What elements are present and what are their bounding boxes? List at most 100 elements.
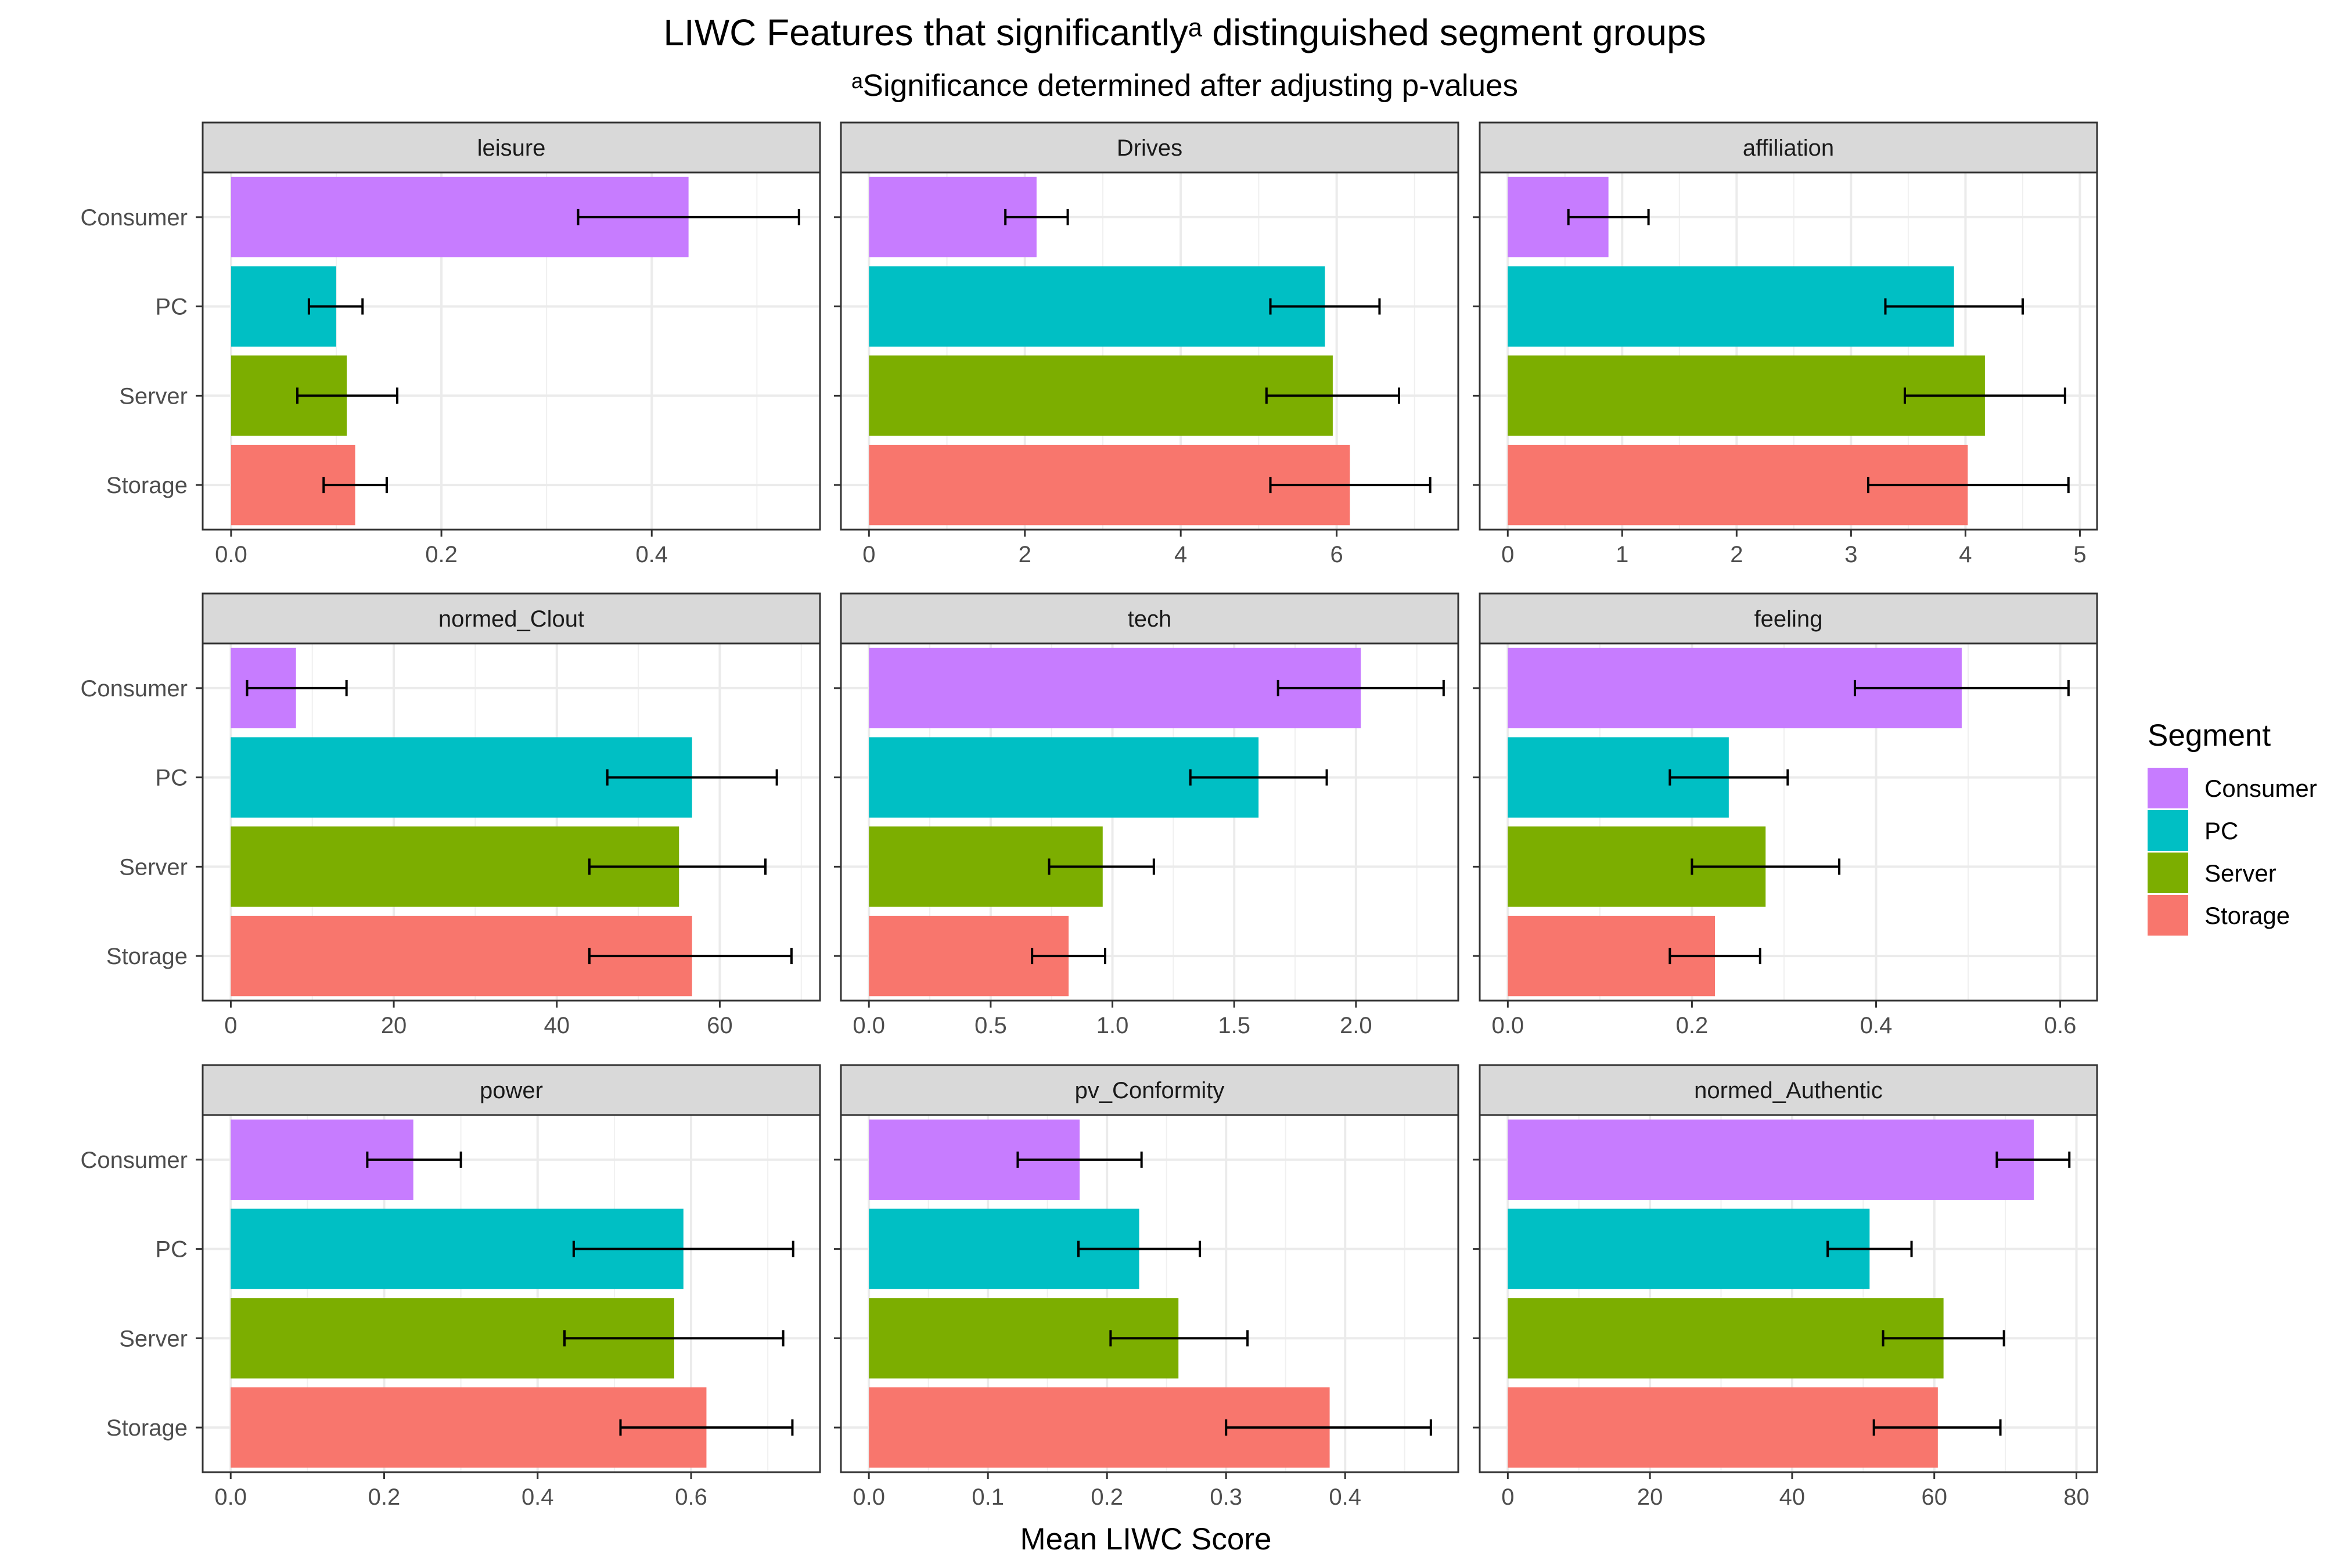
- y-tick-label: Storage: [106, 473, 188, 498]
- bar-pc: [1508, 266, 1954, 347]
- panel-strip: [202, 592, 821, 645]
- error-bar-storage: [1867, 477, 2070, 494]
- x-tick-label: 5: [2073, 542, 2086, 567]
- panel-drives: Drives 0 2 4 6: [834, 121, 1459, 567]
- error-bar-pc: [1826, 1240, 1913, 1257]
- error-bar-storage: [1872, 1419, 2002, 1436]
- panel-pv-conformity: pv_Conformity 0.0 0.1 0.2 0.3 0.4: [834, 1064, 1459, 1510]
- panel-normed-clout: normed_Clout 0 20 40 60 Consumer PC Server Stora…: [80, 592, 821, 1038]
- error-bar-server: [296, 387, 399, 404]
- error-bar-consumer: [1854, 679, 2070, 696]
- x-tick-label: 40: [544, 1013, 570, 1038]
- error-bar-storage: [1668, 948, 1761, 965]
- x-tick-label: 0: [862, 542, 875, 567]
- error-bar-pc: [1668, 769, 1789, 786]
- panel-border: [1479, 1114, 2098, 1473]
- error-bar-server: [1882, 1330, 2005, 1347]
- x-tick-label: 0.6: [2044, 1013, 2077, 1038]
- error-bar-storage: [322, 477, 388, 494]
- error-bar-server: [1265, 387, 1400, 404]
- legend-key: [2148, 853, 2188, 893]
- bar-server: [1508, 1298, 1944, 1379]
- panel-strip: [1479, 592, 2098, 645]
- x-tick-label: 0: [1501, 542, 1514, 567]
- y-tick-label: Server: [119, 383, 188, 409]
- error-bar-server: [1109, 1330, 1249, 1347]
- error-bar-storage: [1269, 477, 1432, 494]
- chart-subtitle: ᵃSignificance determined after adjusting…: [851, 69, 1518, 103]
- y-tick-label: PC: [155, 765, 188, 791]
- panel-strip: [840, 1064, 1459, 1116]
- y-tick-label: Server: [119, 854, 188, 880]
- x-tick-label: 0.0: [853, 1484, 885, 1510]
- panel-strip: [202, 121, 821, 174]
- x-tick-label: 0.0: [215, 542, 247, 567]
- x-tick-label: 2: [1019, 542, 1031, 567]
- legend-label: Storage: [2204, 902, 2290, 929]
- x-tick-label: 2.0: [1340, 1013, 1372, 1038]
- panel-border: [840, 171, 1459, 531]
- error-bar-consumer: [366, 1151, 462, 1168]
- x-tick-label: 4: [1959, 542, 1972, 567]
- panel-strip: [840, 592, 1459, 645]
- x-tick-label: 1: [1616, 542, 1628, 567]
- panel-leisure: leisure 0.0 0.2 0.4 Consumer PC Server Storage: [80, 121, 821, 567]
- x-tick-label: 1.5: [1218, 1013, 1250, 1038]
- y-tick-label: Storage: [106, 944, 188, 969]
- x-tick-label: 0.1: [972, 1484, 1004, 1510]
- error-bar-storage: [588, 948, 793, 965]
- y-tick-label: Consumer: [80, 205, 188, 231]
- bar-consumer: [1508, 1119, 2034, 1200]
- error-bar-consumer: [1016, 1151, 1143, 1168]
- x-tick-label: 0.6: [675, 1484, 707, 1510]
- x-tick-label: 0.2: [1676, 1013, 1709, 1038]
- x-tick-label: 20: [381, 1013, 407, 1038]
- panel-strip-label: power: [480, 1078, 543, 1103]
- error-bar-server: [1691, 858, 1841, 875]
- panel-strip-label: normed_Clout: [438, 606, 584, 632]
- panel-strip-label: Drives: [1117, 135, 1182, 161]
- y-tick-label: PC: [155, 1237, 188, 1263]
- x-tick-label: 60: [1921, 1484, 1947, 1510]
- panel-normed-authentic: normed_Authentic 0 20 40 60 80: [1473, 1064, 2098, 1510]
- x-tick-label: 0.0: [214, 1484, 247, 1510]
- legend-label: PC: [2204, 817, 2238, 844]
- panel-border: [202, 642, 821, 1002]
- x-tick-label: 0.0: [1492, 1013, 1524, 1038]
- x-tick-label: 0.2: [1091, 1484, 1123, 1510]
- panel-power: power 0.0 0.2 0.4 0.6 Consumer PC Server Storage: [80, 1064, 821, 1510]
- error-bar-server: [588, 858, 767, 875]
- panel-strip-label: leisure: [477, 135, 546, 161]
- x-tick-label: 3: [1844, 542, 1857, 567]
- error-bar-pc: [572, 1240, 794, 1257]
- legend-item-server: Server: [2148, 853, 2277, 893]
- error-bar-storage: [1031, 948, 1106, 965]
- y-tick-label: Consumer: [80, 1148, 188, 1173]
- x-tick-label: 0: [1501, 1484, 1514, 1510]
- error-bar-server: [1048, 858, 1155, 875]
- panel-tech: tech 0.0 0.5 1.0 1.5 2.0: [834, 592, 1459, 1038]
- x-tick-label: 2: [1730, 542, 1743, 567]
- error-bar-server: [563, 1330, 785, 1347]
- x-tick-label: 80: [2063, 1484, 2090, 1510]
- x-tick-label: 60: [707, 1013, 733, 1038]
- panel-strip-label: tech: [1128, 606, 1172, 632]
- legend-item-consumer: Consumer: [2148, 768, 2317, 808]
- panel-strip: [840, 121, 1459, 174]
- panel-border: [1479, 642, 2098, 1002]
- panel-affiliation: affiliation 0 1 2 3 4 5: [1473, 121, 2098, 567]
- bar-pc: [1508, 1209, 1870, 1289]
- panel-feeling: feeling 0.0 0.2 0.4 0.6: [1473, 592, 2098, 1038]
- error-bar-consumer: [1567, 208, 1650, 225]
- error-bar-consumer: [246, 679, 348, 696]
- panel-border: [1479, 171, 2098, 531]
- legend-key: [2148, 895, 2188, 936]
- x-tick-label: 0.4: [1860, 1013, 1893, 1038]
- y-tick-label: PC: [155, 294, 188, 320]
- panel-strip-label: pv_Conformity: [1075, 1078, 1225, 1103]
- panel-strip: [1479, 121, 2098, 174]
- error-bar-consumer: [1004, 208, 1069, 225]
- panel-border: [202, 171, 821, 531]
- legend-label: Consumer: [2204, 775, 2317, 802]
- bar-server: [869, 355, 1333, 436]
